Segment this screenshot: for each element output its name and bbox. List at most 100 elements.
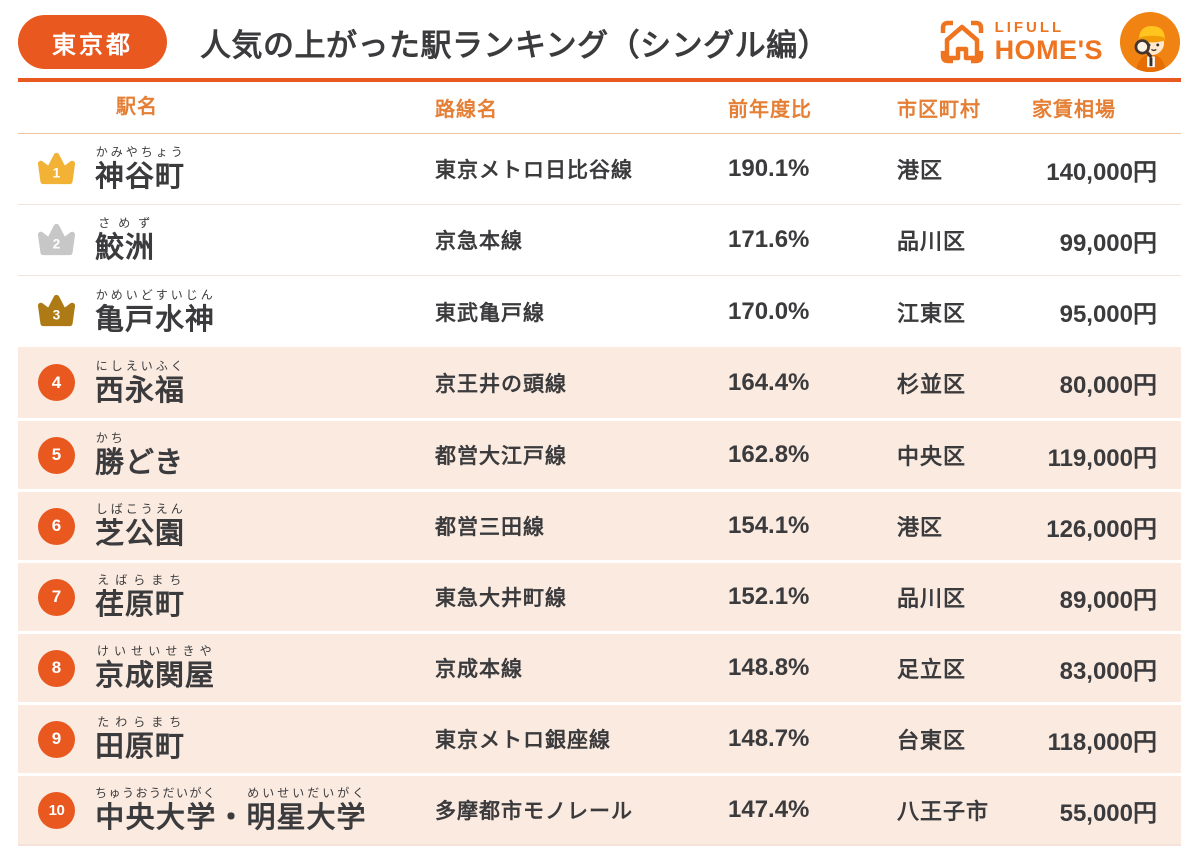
table-header: 駅名 路線名 前年度比 市区町村 家賃相場 <box>18 82 1181 134</box>
yoy-value: 190.1% <box>728 155 810 182</box>
station-base: 神谷町 <box>95 161 186 194</box>
line-name: 京成本線 <box>435 658 523 681</box>
rent-value: 83,000円 <box>1059 657 1157 685</box>
city-name: 杉並区 <box>897 371 967 397</box>
city-name: 港区 <box>897 158 944 183</box>
bronze-crown-icon: 3 <box>37 294 76 327</box>
city-name: 台東区 <box>897 728 967 753</box>
lifull-homes-logo: LIFULL HOME'S <box>939 11 1181 73</box>
yoy-value: 154.1% <box>728 512 810 539</box>
station-base: 西永福 <box>95 374 186 407</box>
city-name: 中央区 <box>897 444 967 469</box>
station-cell: 荏原町えばらまち <box>95 573 435 620</box>
rank-circle-badge: 5 <box>38 436 75 474</box>
station-base: 芝公園 <box>95 518 186 551</box>
station-base: 京成関屋 <box>95 660 216 693</box>
rent-value: 126,000円 <box>1046 515 1157 543</box>
table-row: 7 荏原町えばらまち 東急大井町線 152.1% 品川区 89,000円 <box>18 560 1181 631</box>
station-cell: 芝公園しばこうえん <box>95 502 435 549</box>
rank-circle-badge: 9 <box>38 720 75 758</box>
station-name: 亀戸水神かめいどすいじん <box>95 288 216 336</box>
rent-value: 118,000円 <box>1047 728 1157 756</box>
yoy-value: 164.4% <box>728 368 810 396</box>
station-cell: 神谷町かみやちょう <box>95 145 435 192</box>
station-base: 明星大学 <box>246 802 367 835</box>
rank-number: 2 <box>53 236 61 251</box>
station-base: どき <box>125 447 185 480</box>
rank-number: 5 <box>51 445 62 464</box>
rent-value: 140,000円 <box>1046 158 1157 186</box>
station-furigana: かみやちょう <box>95 145 186 160</box>
station-name: 京成関屋けいせいせきや <box>95 644 216 693</box>
table-row: 5 勝かちどき 都営大江戸線 162.8% 中央区 119,000円 <box>18 418 1181 489</box>
station-furigana: めいせいだいがく <box>246 786 367 801</box>
silver-crown-icon: 2 <box>37 223 76 255</box>
rent-value: 95,000円 <box>1059 301 1157 328</box>
station-name: 中央大学ちゅうおうだいがく・明星大学めいせいだいがく <box>95 786 367 835</box>
station-furigana: さめず <box>95 216 156 231</box>
rent-value: 119,000円 <box>1047 444 1157 472</box>
rank-number: 9 <box>51 729 62 748</box>
line-name: 京急本線 <box>435 230 523 253</box>
station-base: 亀戸水神 <box>95 303 216 336</box>
table-row: 2 鮫洲さめず 京急本線 171.6% 品川区 99,000円 <box>18 205 1181 276</box>
line-name: 都営三田線 <box>435 516 545 539</box>
yoy-value: 162.8% <box>728 441 810 468</box>
table-row: 3 亀戸水神かめいどすいじん 東武亀戸線 170.0% 江東区 95,000円 <box>18 276 1181 347</box>
rank-number: 10 <box>48 801 65 819</box>
station-name: 勝かちどき <box>95 431 185 480</box>
station-furigana: しばこうえん <box>95 502 186 517</box>
rank-number: 7 <box>51 587 62 606</box>
station-furigana: かめいどすいじん <box>95 287 216 302</box>
page-title: 人気の上がった駅ランキング（シングル編） <box>200 27 830 63</box>
station-name: 神谷町かみやちょう <box>95 145 186 194</box>
city-name: 品川区 <box>897 229 967 254</box>
rank-circle-badge: 4 <box>38 364 75 401</box>
table-body: 1 神谷町かみやちょう 東京メトロ日比谷線 190.1% 港区 140,000円… <box>18 134 1181 846</box>
column-header-city: 市区町村 <box>897 99 981 121</box>
station-base: ・ <box>216 802 247 835</box>
column-header-station: 駅名 <box>116 96 158 118</box>
line-name: 東急大井町線 <box>435 587 567 610</box>
yoy-value: 170.0% <box>728 297 810 325</box>
station-name: 芝公園しばこうえん <box>95 502 186 551</box>
rent-value: 80,000円 <box>1059 372 1157 399</box>
rent-value: 89,000円 <box>1059 586 1157 614</box>
station-base: 勝 <box>95 447 126 480</box>
line-name: 東京メトロ銀座線 <box>435 729 611 752</box>
station-name: 荏原町えばらまち <box>95 573 185 621</box>
station-name: 鮫洲さめず <box>95 216 156 265</box>
yoy-value: 152.1% <box>728 583 810 610</box>
station-furigana: えばらまち <box>95 573 186 588</box>
station-cell: 京成関屋けいせいせきや <box>95 644 435 691</box>
line-name: 都営大江戸線 <box>435 445 567 468</box>
station-base: 鮫洲 <box>95 232 156 265</box>
yoy-value: 171.6% <box>728 226 810 253</box>
column-header-rent: 家賃相場 <box>1032 99 1116 121</box>
rank-number: 4 <box>51 372 62 392</box>
line-name: 多摩都市モノレール <box>435 800 633 823</box>
header: 東京都 人気の上がった駅ランキング（シングル編） LIFULL HOME'S <box>18 10 1181 74</box>
station-base: 田原町 <box>95 731 186 764</box>
yoy-value: 147.4% <box>728 796 810 823</box>
station-furigana: けいせいせきや <box>95 644 215 659</box>
logo-text: LIFULL HOME'S <box>995 20 1103 64</box>
station-name: 西永福にしえいふく <box>95 359 186 407</box>
city-name: 足立区 <box>897 657 967 682</box>
rank-circle-badge: 7 <box>38 578 75 616</box>
header-divider <box>18 78 1181 82</box>
rank-circle-badge: 6 <box>38 507 75 545</box>
logo-text-lifull: LIFULL <box>994 19 1065 36</box>
station-name: 田原町たわらまち <box>95 715 186 764</box>
station-cell: 亀戸水神かめいどすいじん <box>95 288 435 335</box>
table-row: 6 芝公園しばこうえん 都営三田線 154.1% 港区 126,000円 <box>18 489 1181 560</box>
house-in-brackets-icon <box>940 20 983 64</box>
city-name: 江東区 <box>897 300 967 326</box>
table-row: 9 田原町たわらまち 東京メトロ銀座線 148.7% 台東区 118,000円 <box>18 702 1181 773</box>
homes-kun-mascot-icon <box>1119 11 1181 73</box>
rank-number: 3 <box>53 307 61 322</box>
rank-circle-badge: 8 <box>38 649 75 687</box>
table-row: 8 京成関屋けいせいせきや 京成本線 148.8% 足立区 83,000円 <box>18 631 1181 702</box>
station-cell: 西永福にしえいふく <box>95 359 435 406</box>
